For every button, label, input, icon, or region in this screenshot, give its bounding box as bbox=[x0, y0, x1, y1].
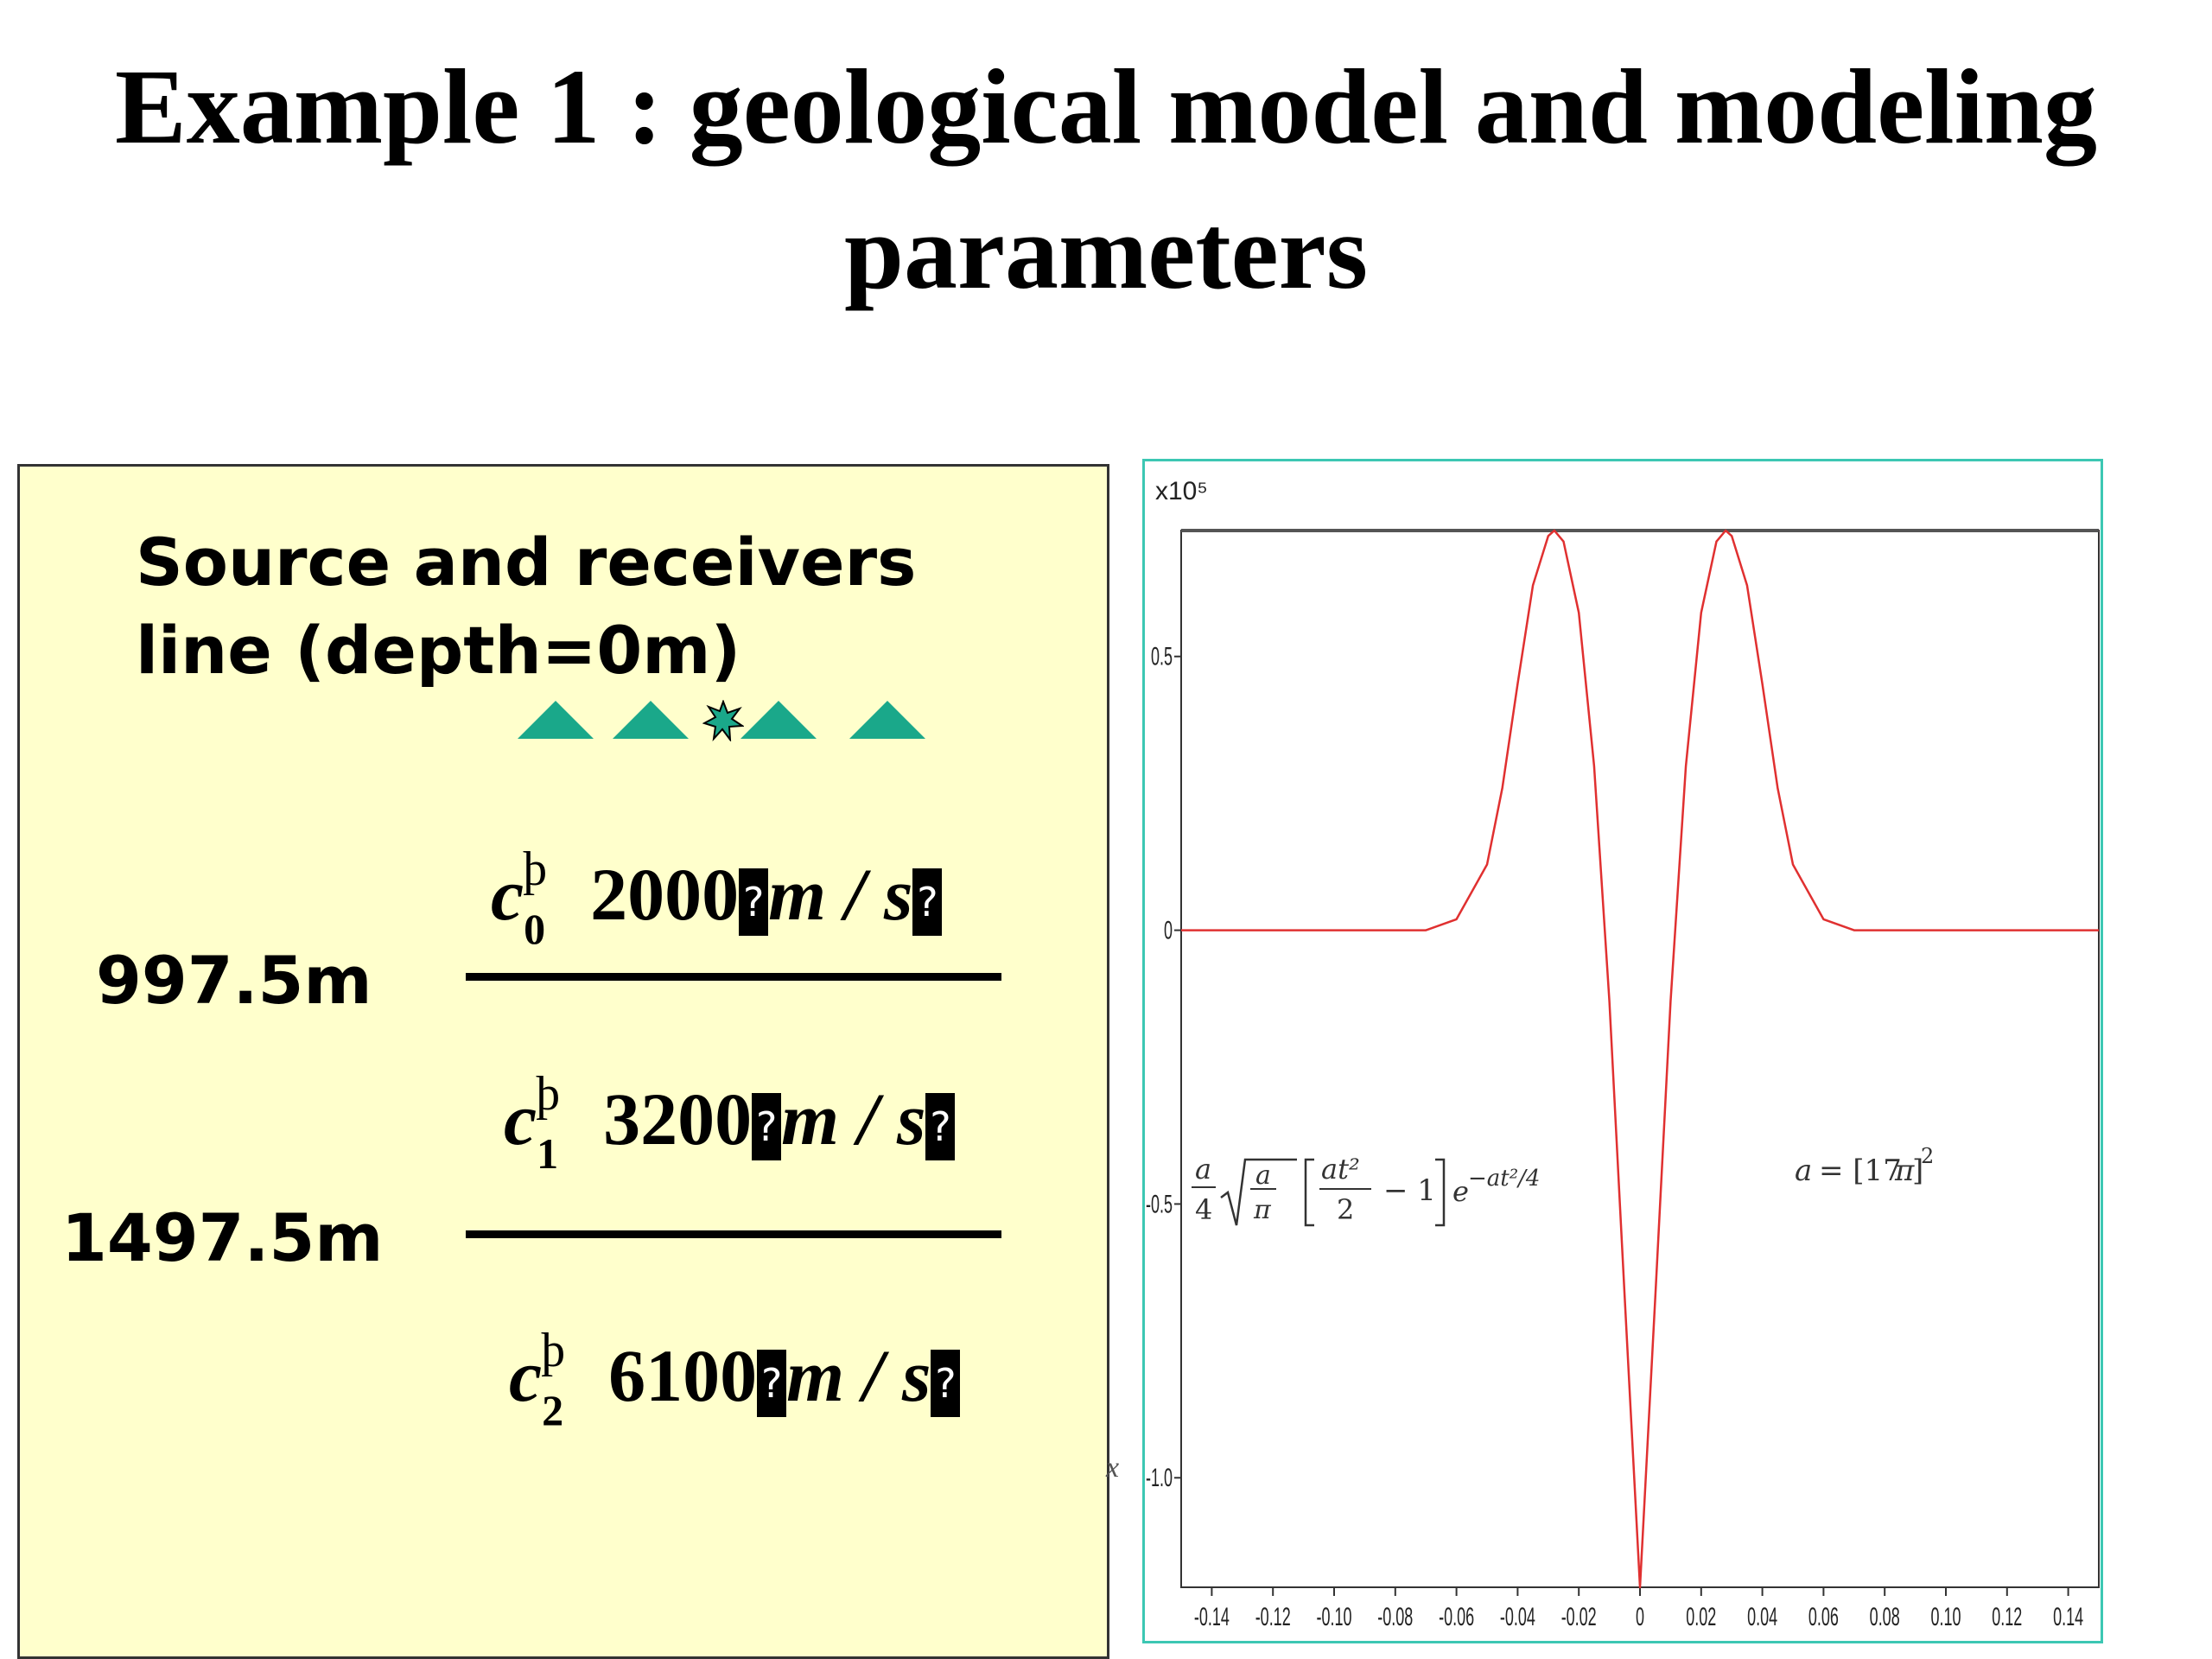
svg-text:e: e bbox=[1452, 1175, 1469, 1208]
chart-exponent-label: x10⁵ bbox=[1155, 477, 1208, 505]
velocity-symbol: c bbox=[509, 1334, 543, 1417]
stray-mark: x bbox=[1106, 1452, 1120, 1484]
missing-glyph-box: ? bbox=[739, 868, 769, 936]
source-label-line-1: Source and receivers bbox=[136, 524, 917, 601]
receiver-triangle-icon bbox=[849, 701, 925, 739]
title-line-2: parameters bbox=[844, 193, 1368, 311]
chart-series bbox=[1181, 529, 2099, 1589]
svg-text:4: 4 bbox=[1195, 1193, 1212, 1226]
svg-text:− 1: − 1 bbox=[1383, 1173, 1436, 1208]
x-tick-label: 0 bbox=[1636, 1604, 1644, 1632]
missing-glyph-box: ? bbox=[757, 1350, 787, 1417]
x-tick-label: -0.08 bbox=[1377, 1604, 1413, 1632]
svg-text:2: 2 bbox=[1337, 1193, 1354, 1226]
x-tick-label: -0.04 bbox=[1500, 1604, 1535, 1632]
missing-glyph-box: ? bbox=[912, 868, 943, 936]
velocity-symbol: c bbox=[504, 1077, 537, 1160]
y-tick-label: -0.5 bbox=[1146, 1191, 1173, 1219]
x-tick-label: -0.02 bbox=[1561, 1604, 1597, 1632]
velocity-value: 6100 bbox=[608, 1334, 758, 1417]
velocity-value: 3200 bbox=[603, 1077, 753, 1160]
svg-text:= [17: = [17 bbox=[1819, 1154, 1902, 1188]
x-tick-label: 0.08 bbox=[1870, 1604, 1900, 1632]
velocity-index: 2 bbox=[542, 1386, 564, 1434]
layer-2-velocity: c2 þ 6100 ?m / s? bbox=[509, 1324, 961, 1434]
x-tick-label: -0.12 bbox=[1255, 1604, 1291, 1632]
svg-text:2: 2 bbox=[1921, 1144, 1934, 1168]
x-tick-label: -0.10 bbox=[1317, 1604, 1352, 1632]
wavelet-chart-panel: -0.14 -0.12 -0.10 -0.08 -0.06 -0.04 -0.02 0 0.02… bbox=[1142, 459, 2103, 1643]
velocity-superscript: þ bbox=[536, 1067, 561, 1121]
velocity-unit: m / s bbox=[768, 853, 913, 936]
x-tick-label: 0.10 bbox=[1930, 1604, 1961, 1632]
y-tick-label: 0.5 bbox=[1151, 643, 1173, 671]
svg-text:π: π bbox=[1894, 1154, 1915, 1188]
svg-text:a: a bbox=[1795, 1154, 1812, 1188]
x-tick-label: -0.06 bbox=[1439, 1604, 1474, 1632]
velocity-index: 1 bbox=[537, 1129, 559, 1178]
svg-text:a: a bbox=[1255, 1160, 1271, 1191]
wavelet-series-line bbox=[1181, 529, 2099, 1589]
receiver-triangle-icon bbox=[613, 701, 689, 739]
boundary-depth-2: 1497.5m bbox=[61, 1199, 384, 1276]
slide-title: Example 1 : geological model and modelin… bbox=[52, 35, 2160, 325]
svg-text:π: π bbox=[1253, 1195, 1272, 1225]
layer-0-velocity: c0 þ 2000 ?m / s? bbox=[491, 842, 943, 953]
x-tick-label: 0.06 bbox=[1808, 1604, 1839, 1632]
velocity-unit: m / s bbox=[781, 1077, 926, 1160]
wavelet-chart: -0.14 -0.12 -0.10 -0.08 -0.06 -0.04 -0.02 0 0.02… bbox=[1146, 477, 2100, 1631]
receiver-triangle-icon bbox=[741, 701, 817, 739]
missing-glyph-box: ? bbox=[925, 1093, 956, 1160]
velocity-value: 2000 bbox=[590, 853, 740, 936]
velocity-symbol: c bbox=[491, 853, 524, 936]
source-receiver-label: Source and receivers line (depth=0m) bbox=[136, 518, 916, 695]
receiver-triangle-icon bbox=[518, 701, 594, 739]
x-tick-label: 0.14 bbox=[2053, 1604, 2083, 1632]
x-tick-label: 0.02 bbox=[1686, 1604, 1716, 1632]
wavelet-formula: a 4 a π at² 2 − 1 e −at²/4 a = [17 π ] 2 bbox=[1192, 1144, 1934, 1227]
y-tick-label: 0 bbox=[1164, 917, 1173, 945]
velocity-superscript: þ bbox=[541, 1324, 566, 1377]
chart-axes bbox=[1180, 529, 2100, 1588]
velocity-unit: m / s bbox=[786, 1334, 931, 1417]
geological-model-panel: Source and receivers line (depth=0m) c0þ… bbox=[17, 464, 1109, 1659]
layer-boundary-line bbox=[466, 1230, 1001, 1238]
source-star-icon bbox=[702, 700, 744, 741]
layer-boundary-line bbox=[466, 973, 1001, 981]
title-line-1: Example 1 : geological model and modelin… bbox=[115, 48, 2097, 166]
boundary-depth-1: 997.5m bbox=[96, 942, 372, 1019]
velocity-superscript: þ bbox=[523, 842, 548, 896]
svg-text:at²: at² bbox=[1321, 1153, 1360, 1185]
svg-text:]: ] bbox=[1912, 1154, 1923, 1188]
missing-glyph-box: ? bbox=[752, 1093, 782, 1160]
svg-text:a: a bbox=[1195, 1153, 1211, 1185]
plot-frame bbox=[1180, 530, 2100, 1588]
x-tick-label: 0.04 bbox=[1747, 1604, 1777, 1632]
y-tick-label: -1.0 bbox=[1146, 1465, 1173, 1493]
source-label-line-2: line (depth=0m) bbox=[136, 612, 741, 689]
layer-1-velocity: c1 þ 3200 ?m / s? bbox=[504, 1067, 956, 1178]
svg-text:−at²/4: −at²/4 bbox=[1468, 1166, 1540, 1192]
velocity-index: 0 bbox=[524, 905, 546, 953]
x-tick-label: 0.12 bbox=[1992, 1604, 2022, 1632]
chart-ticks: -0.14 -0.12 -0.10 -0.08 -0.06 -0.04 -0.02 0 0.02… bbox=[1146, 643, 2083, 1631]
x-tick-label: -0.14 bbox=[1194, 1604, 1230, 1632]
missing-glyph-box: ? bbox=[931, 1350, 961, 1417]
